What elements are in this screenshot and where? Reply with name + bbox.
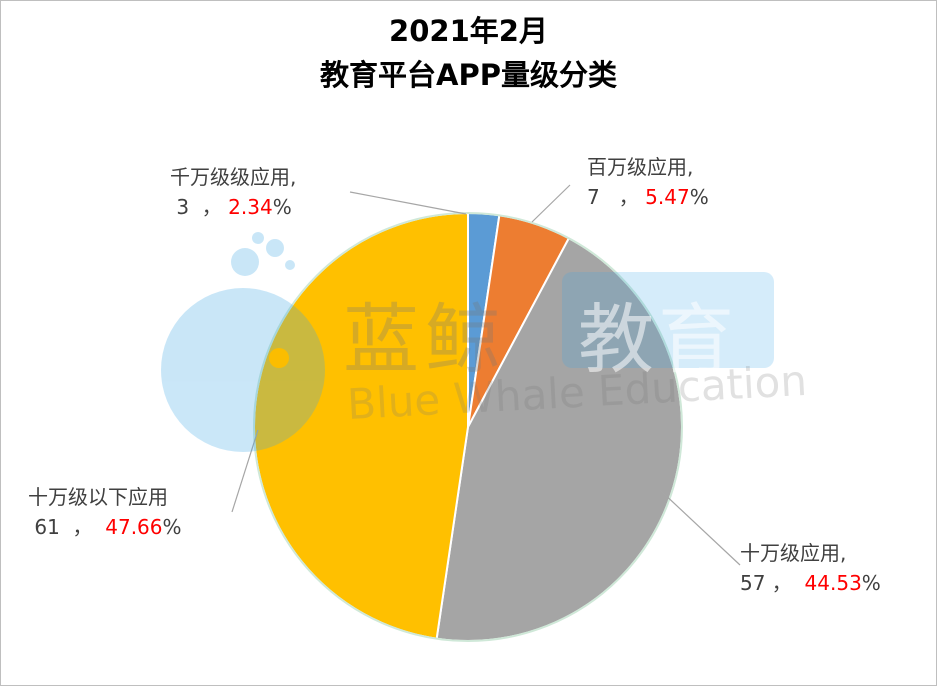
chart-title: 2021年2月 xyxy=(389,14,548,48)
label-shiwan-name: 十万级应用 xyxy=(740,541,840,565)
label-shiwan-below-name: 十万级以下应用 xyxy=(28,485,168,509)
label-baiwan-count: 7 xyxy=(587,185,600,209)
label-shiwan-below-count: 61 xyxy=(34,515,60,539)
label-shiwan-count: 57 xyxy=(740,571,766,595)
label-baiwan-pct: 5.47 xyxy=(645,185,690,209)
label-baiwan: 百万级应用, 7 ， 5.47% xyxy=(587,155,709,209)
label-qianwan-pct: 2.34 xyxy=(228,195,273,219)
leader-line-shiwan-below xyxy=(231,429,259,513)
label-shiwan: 十万级应用, 57 ， 44.53% xyxy=(740,541,881,595)
label-baiwan-name: 百万级应用 xyxy=(587,155,687,179)
label-shiwan-below: 十万级以下应用 61 ， 47.66% xyxy=(28,485,182,539)
label-qianwan: 千万级级应用, 3 ， 2.34% xyxy=(170,165,297,219)
leader-line-qianwan xyxy=(349,191,467,215)
label-shiwan-pct: 44.53 xyxy=(804,571,862,595)
chart-subtitle: 教育平台APP量级分类 xyxy=(320,58,617,92)
label-shiwan-below-pct: 47.66 xyxy=(105,515,163,539)
label-qianwan-name: 千万级级应用 xyxy=(170,165,290,189)
pie-outline xyxy=(253,212,683,642)
label-qianwan-count: 3 xyxy=(176,195,190,219)
leader-line-baiwan xyxy=(531,184,571,223)
slice-shiwan-below xyxy=(253,211,469,640)
leader-line-shiwan xyxy=(659,489,741,566)
